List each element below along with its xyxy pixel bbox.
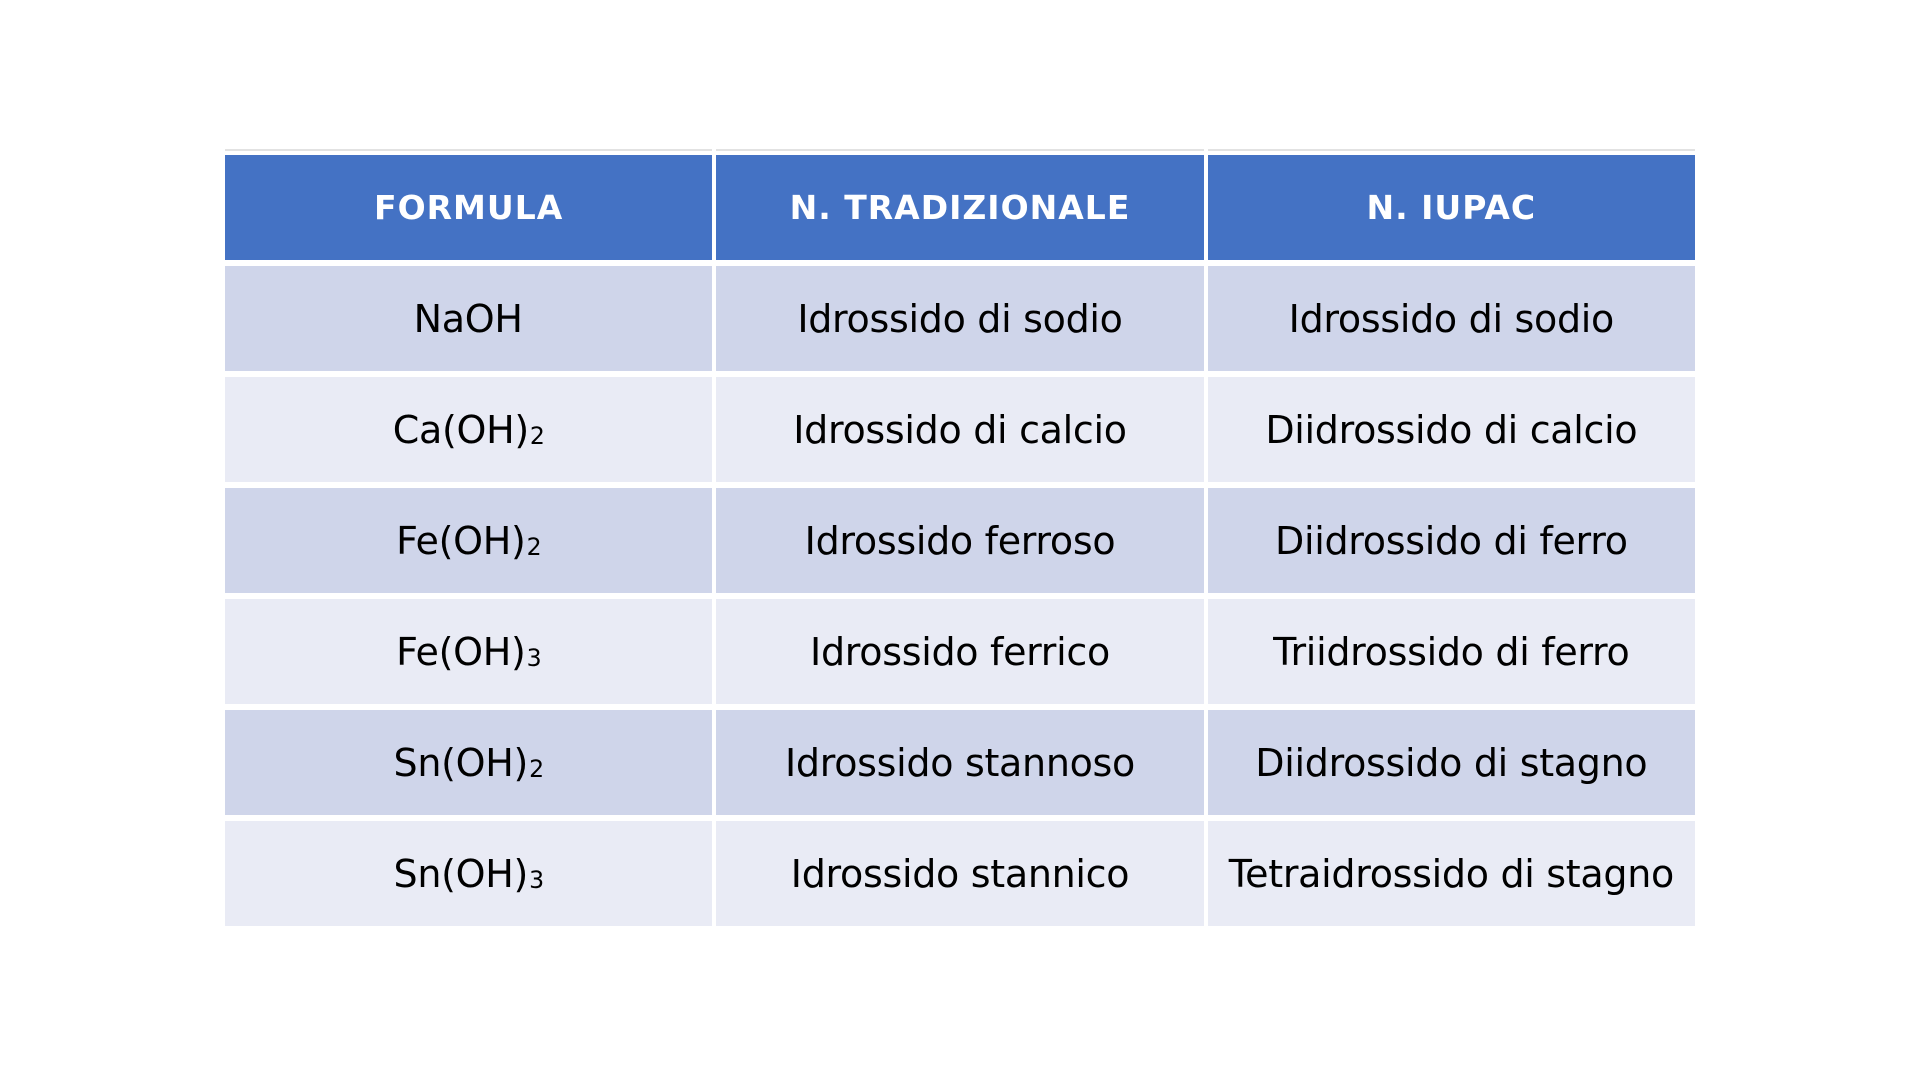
- header-cell-formula: FORMULA: [225, 149, 713, 260]
- iupac-name-cell: Idrossido di sodio: [1207, 266, 1695, 371]
- formula-text: Sn(OH): [393, 851, 529, 896]
- formula-subscript: 2: [529, 755, 544, 784]
- traditional-name-cell: Idrossido stannico: [716, 821, 1204, 926]
- table-top-rule: [716, 149, 1204, 151]
- formula-cell: Fe(OH) 3: [225, 599, 713, 704]
- traditional-name-cell: Idrossido ferroso: [716, 488, 1204, 593]
- formula-subscript: 3: [526, 644, 542, 673]
- formula-cell: NaOH: [225, 266, 713, 371]
- header-label-traditional: N. TRADIZIONALE: [716, 155, 1204, 260]
- traditional-name-cell: Idrossido ferrico: [716, 599, 1204, 704]
- formula-text: Ca(OH): [392, 407, 529, 452]
- formula-subscript: 2: [526, 533, 542, 562]
- formula-text: Fe(OH): [396, 518, 526, 563]
- formula-cell: Ca(OH) 2: [225, 377, 713, 482]
- formula-text: NaOH: [413, 296, 523, 341]
- table-top-rule: [1207, 149, 1695, 151]
- traditional-name-cell: Idrossido di calcio: [716, 377, 1204, 482]
- formula-text: Sn(OH): [393, 740, 529, 785]
- header-label-formula: FORMULA: [225, 155, 713, 260]
- iupac-name-cell: Triidrossido di ferro: [1207, 599, 1695, 704]
- formula-cell: Fe(OH) 2: [225, 488, 713, 593]
- iupac-name-cell: Tetraidrossido di stagno: [1207, 821, 1695, 926]
- formula-subscript: 3: [529, 866, 544, 895]
- traditional-name-cell: Idrossido stannoso: [716, 710, 1204, 815]
- header-cell-traditional: N. TRADIZIONALE: [716, 149, 1204, 260]
- iupac-name-cell: Diidrossido di stagno: [1207, 710, 1695, 815]
- header-label-iupac: N. IUPAC: [1207, 155, 1695, 260]
- hydroxide-nomenclature-table: FORMULA N. TRADIZIONALE N. IUPAC NaOH Id…: [225, 149, 1695, 926]
- iupac-name-cell: Diidrossido di ferro: [1207, 488, 1695, 593]
- formula-text: Fe(OH): [396, 629, 526, 674]
- formula-cell: Sn(OH) 2: [225, 710, 713, 815]
- traditional-name-cell: Idrossido di sodio: [716, 266, 1204, 371]
- formula-cell: Sn(OH) 3: [225, 821, 713, 926]
- header-cell-iupac: N. IUPAC: [1207, 149, 1695, 260]
- formula-subscript: 2: [529, 422, 545, 451]
- iupac-name-cell: Diidrossido di calcio: [1207, 377, 1695, 482]
- table-top-rule: [225, 149, 713, 151]
